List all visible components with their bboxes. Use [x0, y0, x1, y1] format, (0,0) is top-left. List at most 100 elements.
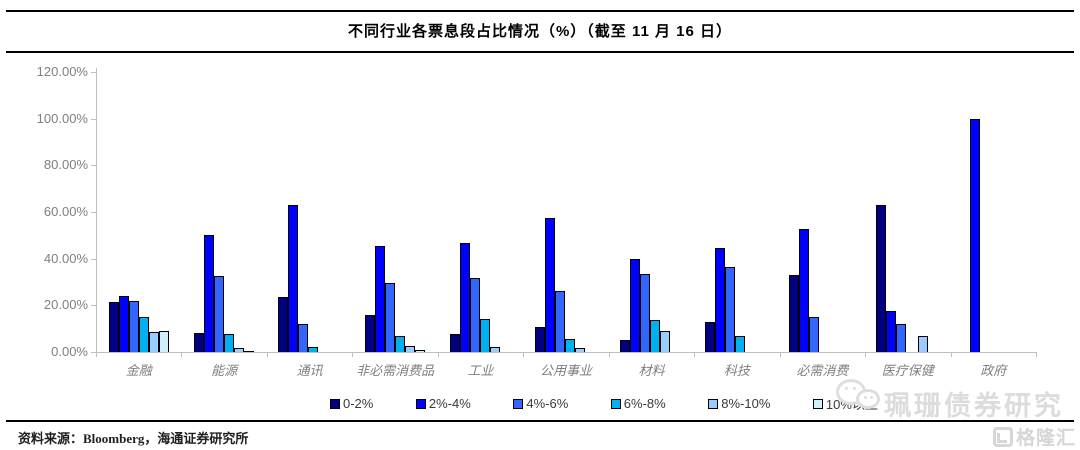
bar	[650, 320, 661, 352]
bar	[148, 332, 159, 352]
x-tick	[694, 352, 696, 357]
category-label: 公用事业	[539, 363, 592, 378]
category-label: 金融	[125, 363, 152, 378]
category-label: 通讯	[296, 363, 323, 378]
legend-swatch	[415, 398, 426, 409]
bar	[917, 336, 928, 352]
bar	[224, 334, 235, 352]
y-tick-label: 80.00%	[43, 157, 88, 173]
y-tick-label: 0.00%	[51, 344, 88, 359]
bar-group	[609, 72, 694, 352]
bar-group	[523, 72, 608, 352]
chart-legend: 0-2%2%-4%4%-6%6%-8%8%-10%10%以上	[330, 394, 878, 413]
x-tick	[181, 352, 183, 357]
x-tick	[96, 352, 97, 357]
legend-swatch	[812, 398, 823, 409]
bar-group	[352, 72, 437, 352]
bar	[640, 274, 651, 352]
x-tick	[1036, 352, 1037, 357]
category-label: 非必需消费品	[356, 363, 435, 378]
category-label: 医疗保健	[881, 363, 934, 378]
bar	[734, 336, 745, 352]
legend-item: 6%-8%	[610, 396, 666, 411]
x-tick	[779, 352, 781, 357]
x-tick	[523, 352, 525, 357]
x-tick	[352, 352, 354, 357]
bar-group	[951, 72, 1036, 352]
bar	[469, 278, 480, 352]
bar	[564, 339, 575, 352]
bar	[297, 324, 308, 352]
bar-group	[181, 72, 266, 352]
bar	[885, 311, 896, 352]
bar	[307, 347, 318, 352]
legend-item: 2%-4%	[415, 396, 471, 411]
bar-group	[438, 72, 523, 352]
bar	[244, 351, 255, 352]
bar	[544, 218, 555, 352]
bar	[395, 336, 406, 352]
bar	[630, 259, 641, 352]
bar	[970, 119, 981, 352]
source-note: 资料来源：Bloomberg，海通证券研究所	[18, 431, 249, 446]
bar-group	[96, 72, 181, 352]
bar-group	[267, 72, 352, 352]
x-tick	[608, 352, 610, 357]
bottom-divider	[6, 420, 1074, 422]
x-tick	[437, 352, 439, 357]
bar	[214, 276, 225, 352]
wechat-icon	[836, 377, 888, 419]
bar	[620, 340, 631, 352]
x-tick	[865, 352, 867, 357]
y-axis-line	[96, 68, 97, 353]
bar	[204, 235, 215, 352]
y-tick	[91, 212, 96, 213]
bar	[415, 350, 426, 352]
bar	[365, 315, 376, 352]
bar	[128, 301, 139, 352]
chart-title: 不同行业各票息段占比情况（%）（截至 11 月 16 日）	[347, 23, 733, 40]
category-label: 科技	[723, 363, 750, 378]
legend-swatch	[330, 398, 340, 409]
bar	[574, 348, 585, 352]
y-tick	[91, 118, 96, 120]
bar	[489, 347, 500, 352]
x-tick	[266, 352, 268, 357]
bar	[714, 248, 725, 352]
gelonghui-logo-text: 格隆汇	[1015, 428, 1076, 449]
bar	[138, 317, 149, 352]
bar	[895, 324, 906, 352]
bar	[554, 291, 565, 352]
top-divider	[6, 10, 1074, 12]
bar	[234, 348, 245, 352]
gelonghui-logo-icon	[992, 426, 1013, 447]
bar	[724, 267, 735, 352]
bar	[158, 331, 169, 352]
y-tick-label: 60.00%	[43, 204, 88, 219]
title-divider	[6, 51, 1074, 53]
bar	[875, 205, 886, 352]
legend-item: 4%-6%	[513, 396, 568, 411]
category-label: 工业	[467, 363, 494, 378]
legend-label: 0-2%	[343, 396, 374, 411]
legend-label: 6%-8%	[623, 396, 666, 411]
legend-label: 2%-4%	[428, 396, 471, 411]
y-tick-label: 20.00%	[43, 297, 88, 313]
y-tick	[91, 352, 96, 353]
bar	[789, 275, 800, 352]
bar	[459, 243, 470, 352]
bar	[405, 346, 416, 352]
y-tick-label: 100.00%	[36, 110, 88, 126]
bar	[479, 319, 490, 352]
y-tick	[91, 305, 96, 307]
y-tick	[91, 72, 96, 73]
bar	[375, 246, 386, 352]
bar	[385, 283, 396, 352]
category-label: 能源	[211, 363, 238, 378]
bar-group	[780, 72, 865, 352]
bar	[194, 333, 205, 352]
legend-swatch	[708, 398, 719, 409]
bar-group	[865, 72, 950, 352]
y-tick-label: 40.00%	[43, 250, 88, 266]
bar	[704, 322, 715, 352]
